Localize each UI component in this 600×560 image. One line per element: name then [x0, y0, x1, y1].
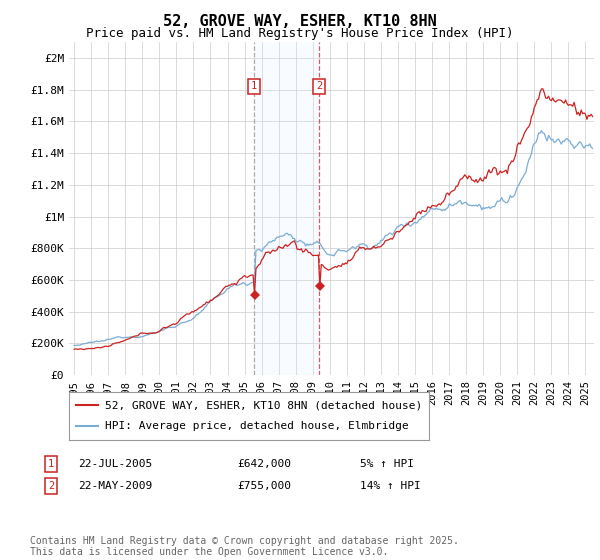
Text: 5% ↑ HPI: 5% ↑ HPI	[360, 459, 414, 469]
Text: 22-MAY-2009: 22-MAY-2009	[78, 481, 152, 491]
Text: 2: 2	[48, 481, 54, 491]
Text: HPI: Average price, detached house, Elmbridge: HPI: Average price, detached house, Elmb…	[105, 421, 409, 431]
Text: 14% ↑ HPI: 14% ↑ HPI	[360, 481, 421, 491]
Text: £755,000: £755,000	[237, 481, 291, 491]
Text: Price paid vs. HM Land Registry's House Price Index (HPI): Price paid vs. HM Land Registry's House …	[86, 27, 514, 40]
Bar	[254, 42, 319, 375]
Text: £642,000: £642,000	[237, 459, 291, 469]
Text: Contains HM Land Registry data © Crown copyright and database right 2025.
This d: Contains HM Land Registry data © Crown c…	[30, 535, 459, 557]
Text: 22-JUL-2005: 22-JUL-2005	[78, 459, 152, 469]
Text: 52, GROVE WAY, ESHER, KT10 8HN (detached house): 52, GROVE WAY, ESHER, KT10 8HN (detached…	[105, 400, 422, 410]
Text: 2: 2	[316, 81, 322, 91]
Text: 1: 1	[48, 459, 54, 469]
Text: 52, GROVE WAY, ESHER, KT10 8HN: 52, GROVE WAY, ESHER, KT10 8HN	[163, 14, 437, 29]
Text: 1: 1	[251, 81, 257, 91]
